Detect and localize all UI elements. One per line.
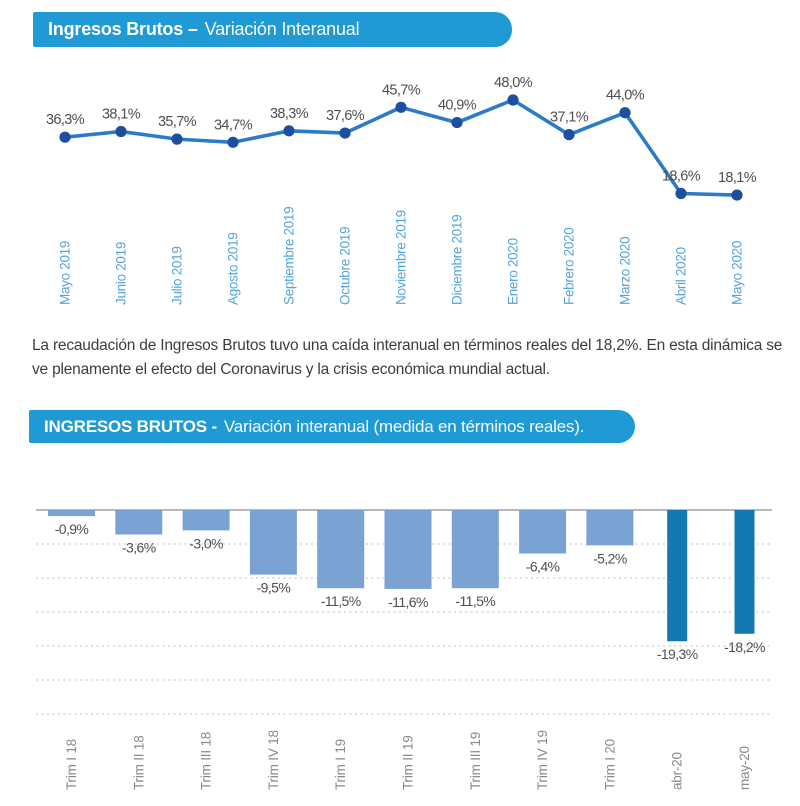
x-axis-label: Trim I 20 bbox=[602, 739, 617, 790]
data-point-marker bbox=[675, 187, 687, 200]
x-axis-label: Trim III 18 bbox=[199, 732, 214, 790]
data-point-label: 35,7% bbox=[158, 114, 197, 130]
bar-chart-title-banner: INGRESOS BRUTOS - Variación interanual (… bbox=[29, 410, 635, 443]
bar bbox=[115, 510, 163, 535]
bar bbox=[384, 510, 432, 589]
bar-value-label: -11,5% bbox=[455, 593, 495, 609]
data-point-marker bbox=[115, 125, 127, 138]
line-chart-title-bold: Ingresos Brutos – bbox=[48, 19, 198, 39]
data-point-marker bbox=[227, 136, 239, 148]
data-point-label: 48,0% bbox=[494, 75, 533, 91]
data-point-label: 37,1% bbox=[550, 110, 589, 126]
x-axis-label: Mayo 2020 bbox=[730, 241, 745, 305]
data-point-marker bbox=[731, 189, 743, 201]
bar-chart-title-light: Variación interanual (medida en términos… bbox=[223, 416, 585, 436]
data-point-marker bbox=[59, 131, 71, 143]
bar-value-label: -19,3% bbox=[657, 646, 698, 662]
bar bbox=[519, 510, 567, 554]
data-point-label: 38,3% bbox=[270, 106, 309, 122]
data-point-label: 18,1% bbox=[718, 170, 757, 186]
bar bbox=[451, 510, 499, 589]
bar bbox=[182, 510, 230, 531]
bar-value-label: -3,0% bbox=[189, 535, 223, 551]
data-point-label: 36,3% bbox=[46, 112, 85, 128]
bar-value-label: -11,6% bbox=[388, 594, 428, 610]
data-point-marker bbox=[283, 125, 295, 137]
x-axis-label: may-20 bbox=[737, 746, 752, 790]
bar-value-label: -18,2% bbox=[724, 639, 765, 655]
data-point-marker bbox=[507, 94, 519, 106]
bar-value-label: -5,2% bbox=[593, 550, 627, 566]
x-axis-label: Marzo 2020 bbox=[618, 237, 633, 305]
bar-value-label: -0,9% bbox=[55, 521, 89, 537]
data-point-marker bbox=[339, 127, 351, 139]
data-point-marker bbox=[171, 133, 183, 145]
bar-value-label: -11,5% bbox=[321, 593, 361, 609]
bar bbox=[734, 510, 755, 634]
x-axis-label: Diciembre 2019 bbox=[450, 215, 465, 305]
x-axis-label: Enero 2020 bbox=[506, 238, 521, 305]
x-axis-label: Trim IV 18 bbox=[266, 730, 281, 790]
bar-value-label: -9,5% bbox=[257, 580, 291, 596]
data-point-label: 40,9% bbox=[438, 98, 477, 114]
line-chart-svg: 36,3% Mayo 2019 38,1% Junio 2019 35,7% Julio … bbox=[46, 75, 757, 305]
x-axis-label: Trim I 19 bbox=[333, 739, 348, 790]
bar-chart-svg: -0,9% Trim I 18 -3,6% Trim II 18 -3,0% Trim I… bbox=[36, 509, 772, 790]
x-axis-label: Septiembre 2019 bbox=[282, 207, 297, 305]
x-axis-label: Trim I 18 bbox=[64, 739, 79, 790]
data-point-label: 34,7% bbox=[214, 117, 253, 133]
bar bbox=[586, 510, 634, 546]
x-axis-label: Octubre 2019 bbox=[338, 227, 353, 305]
commentary-paragraph: La recaudación de Ingresos Brutos tuvo u… bbox=[32, 337, 783, 379]
x-axis-label: Febrero 2020 bbox=[562, 228, 577, 305]
data-point-label: 37,6% bbox=[326, 108, 365, 124]
line-chart-title-light: Variación Interanual bbox=[204, 19, 360, 39]
bar bbox=[48, 510, 95, 517]
data-point-marker bbox=[395, 101, 407, 113]
x-axis-label: Julio 2019 bbox=[170, 246, 185, 305]
bar bbox=[317, 510, 365, 589]
x-axis-label: Junio 2019 bbox=[114, 242, 129, 305]
data-point-label: 38,1% bbox=[102, 106, 141, 122]
data-point-label: 44,0% bbox=[606, 88, 645, 104]
data-point-marker bbox=[619, 107, 631, 119]
x-axis-label: Trim II 18 bbox=[131, 735, 146, 790]
bar-value-label: -6,4% bbox=[526, 559, 560, 575]
data-point-label: 45,7% bbox=[382, 82, 421, 98]
x-axis-label: Trim IV 19 bbox=[535, 730, 550, 790]
bar bbox=[667, 510, 688, 642]
x-axis-label: Trim III 19 bbox=[468, 732, 483, 790]
data-point-marker bbox=[563, 129, 575, 141]
line-chart-title-banner: Ingresos Brutos – Variación Interanual bbox=[33, 12, 512, 47]
x-axis-label: Mayo 2019 bbox=[58, 241, 73, 305]
data-point-marker bbox=[451, 116, 463, 129]
data-point-label: 18,6% bbox=[662, 168, 701, 184]
bar bbox=[249, 510, 297, 575]
x-axis-label: Abril 2020 bbox=[674, 247, 689, 305]
bar-chart-title-bold: INGRESOS BRUTOS - bbox=[44, 416, 217, 436]
x-axis-label: Agosto 2019 bbox=[226, 232, 241, 305]
x-axis-label: abr-20 bbox=[670, 752, 685, 790]
bar-value-label: -3,6% bbox=[122, 539, 156, 555]
x-axis-label: Trim II 19 bbox=[401, 735, 416, 790]
x-axis-label: Noviembre 2019 bbox=[394, 210, 409, 305]
